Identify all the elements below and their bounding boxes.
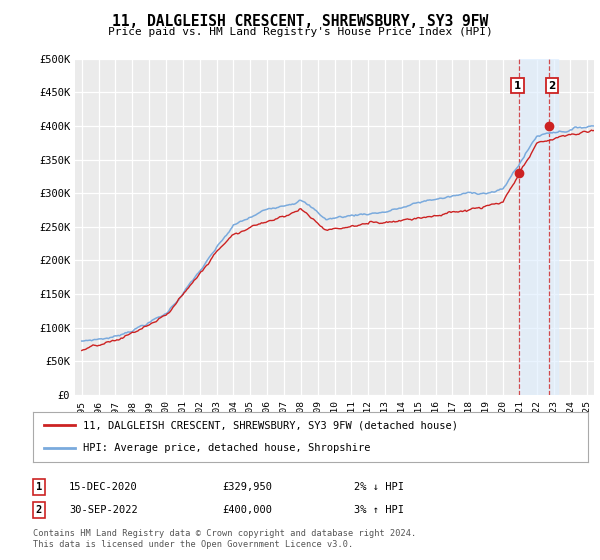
Text: £400,000: £400,000: [222, 505, 272, 515]
Text: 11, DALGLEISH CRESCENT, SHREWSBURY, SY3 9FW: 11, DALGLEISH CRESCENT, SHREWSBURY, SY3 …: [112, 14, 488, 29]
Text: 2: 2: [36, 505, 42, 515]
Text: 1: 1: [36, 482, 42, 492]
Text: 2% ↓ HPI: 2% ↓ HPI: [354, 482, 404, 492]
Text: £329,950: £329,950: [222, 482, 272, 492]
Text: Price paid vs. HM Land Registry's House Price Index (HPI): Price paid vs. HM Land Registry's House …: [107, 27, 493, 37]
Text: 15-DEC-2020: 15-DEC-2020: [69, 482, 138, 492]
Text: 30-SEP-2022: 30-SEP-2022: [69, 505, 138, 515]
Text: Contains HM Land Registry data © Crown copyright and database right 2024.
This d: Contains HM Land Registry data © Crown c…: [33, 529, 416, 549]
Text: 11, DALGLEISH CRESCENT, SHREWSBURY, SY3 9FW (detached house): 11, DALGLEISH CRESCENT, SHREWSBURY, SY3 …: [83, 420, 458, 430]
Bar: [519, 59, 558, 395]
Text: 1: 1: [514, 81, 521, 91]
Text: 2: 2: [548, 81, 556, 91]
Text: 3% ↑ HPI: 3% ↑ HPI: [354, 505, 404, 515]
Text: HPI: Average price, detached house, Shropshire: HPI: Average price, detached house, Shro…: [83, 444, 370, 454]
